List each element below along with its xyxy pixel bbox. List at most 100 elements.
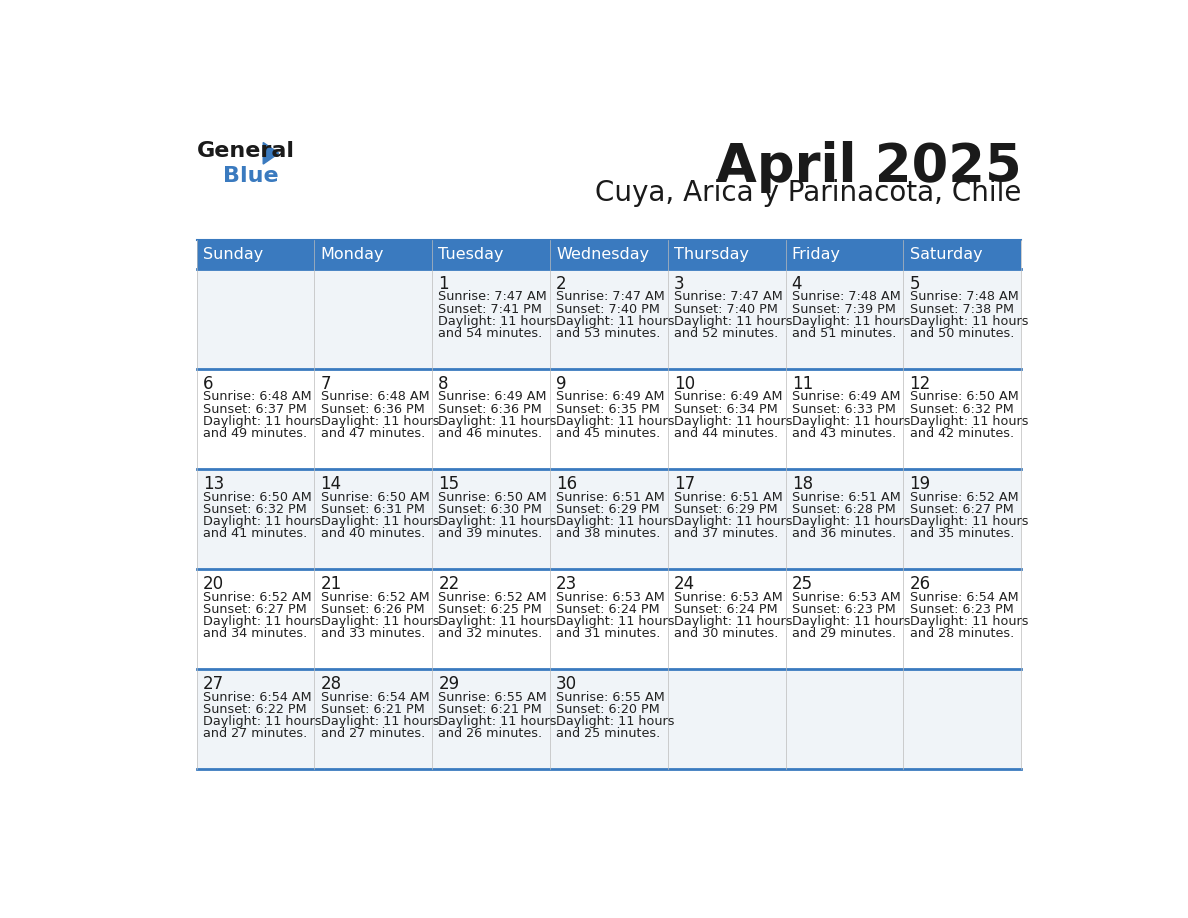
Text: Friday: Friday [791, 247, 841, 262]
Text: Sunset: 6:22 PM: Sunset: 6:22 PM [203, 703, 307, 716]
Text: and 34 minutes.: and 34 minutes. [203, 627, 307, 640]
Text: and 27 minutes.: and 27 minutes. [321, 727, 425, 740]
Text: Daylight: 11 hours: Daylight: 11 hours [438, 315, 557, 328]
Text: Sunset: 6:26 PM: Sunset: 6:26 PM [321, 603, 424, 616]
Text: Sunrise: 6:49 AM: Sunrise: 6:49 AM [438, 390, 546, 403]
Text: Sunday: Sunday [203, 247, 263, 262]
Text: 11: 11 [791, 375, 813, 393]
Text: 30: 30 [556, 676, 577, 693]
Text: 19: 19 [910, 476, 930, 493]
Text: and 32 minutes.: and 32 minutes. [438, 627, 543, 640]
Text: Sunset: 6:24 PM: Sunset: 6:24 PM [674, 603, 778, 616]
Text: and 45 minutes.: and 45 minutes. [556, 427, 661, 440]
Text: 20: 20 [203, 576, 223, 593]
Text: Sunset: 6:37 PM: Sunset: 6:37 PM [203, 403, 307, 416]
Text: Daylight: 11 hours: Daylight: 11 hours [556, 515, 675, 528]
Text: and 46 minutes.: and 46 minutes. [438, 427, 543, 440]
Text: Sunrise: 6:51 AM: Sunrise: 6:51 AM [791, 490, 901, 504]
Text: 12: 12 [910, 375, 931, 393]
Text: Sunset: 6:21 PM: Sunset: 6:21 PM [438, 703, 542, 716]
Text: Sunset: 6:31 PM: Sunset: 6:31 PM [321, 503, 424, 516]
Text: and 43 minutes.: and 43 minutes. [791, 427, 896, 440]
Text: 18: 18 [791, 476, 813, 493]
Text: Sunrise: 6:55 AM: Sunrise: 6:55 AM [556, 690, 665, 704]
Text: Sunset: 6:35 PM: Sunset: 6:35 PM [556, 403, 661, 416]
Text: and 30 minutes.: and 30 minutes. [674, 627, 778, 640]
Text: Sunset: 6:21 PM: Sunset: 6:21 PM [321, 703, 424, 716]
Text: Sunset: 6:29 PM: Sunset: 6:29 PM [674, 503, 778, 516]
Text: Daylight: 11 hours: Daylight: 11 hours [203, 415, 321, 428]
Text: Sunset: 7:38 PM: Sunset: 7:38 PM [910, 303, 1013, 316]
Text: Daylight: 11 hours: Daylight: 11 hours [556, 715, 675, 728]
Text: Daylight: 11 hours: Daylight: 11 hours [203, 515, 321, 528]
Text: Sunrise: 7:48 AM: Sunrise: 7:48 AM [791, 290, 901, 303]
Text: Sunset: 6:25 PM: Sunset: 6:25 PM [438, 603, 542, 616]
Text: Daylight: 11 hours: Daylight: 11 hours [438, 715, 557, 728]
Text: Sunrise: 6:51 AM: Sunrise: 6:51 AM [556, 490, 665, 504]
Text: April 2025: April 2025 [715, 141, 1022, 193]
Text: 1: 1 [438, 274, 449, 293]
Text: Sunset: 6:32 PM: Sunset: 6:32 PM [910, 403, 1013, 416]
Text: Daylight: 11 hours: Daylight: 11 hours [791, 515, 910, 528]
Text: 6: 6 [203, 375, 214, 393]
Text: 26: 26 [910, 576, 930, 593]
Text: Sunrise: 6:49 AM: Sunrise: 6:49 AM [791, 390, 901, 403]
Text: and 33 minutes.: and 33 minutes. [321, 627, 425, 640]
Text: and 49 minutes.: and 49 minutes. [203, 427, 307, 440]
Text: and 28 minutes.: and 28 minutes. [910, 627, 1013, 640]
Text: Daylight: 11 hours: Daylight: 11 hours [556, 615, 675, 628]
Text: and 51 minutes.: and 51 minutes. [791, 327, 896, 340]
Text: and 31 minutes.: and 31 minutes. [556, 627, 661, 640]
Text: Sunset: 6:33 PM: Sunset: 6:33 PM [791, 403, 896, 416]
Text: and 38 minutes.: and 38 minutes. [556, 527, 661, 540]
Text: 14: 14 [321, 476, 342, 493]
Text: and 26 minutes.: and 26 minutes. [438, 727, 543, 740]
Text: Sunset: 6:23 PM: Sunset: 6:23 PM [910, 603, 1013, 616]
Text: Monday: Monday [321, 247, 384, 262]
Text: Blue: Blue [223, 166, 278, 186]
Text: and 29 minutes.: and 29 minutes. [791, 627, 896, 640]
Text: Sunset: 6:23 PM: Sunset: 6:23 PM [791, 603, 896, 616]
Text: Cuya, Arica y Parinacota, Chile: Cuya, Arica y Parinacota, Chile [595, 179, 1022, 207]
Text: and 42 minutes.: and 42 minutes. [910, 427, 1013, 440]
Text: Sunset: 6:36 PM: Sunset: 6:36 PM [438, 403, 542, 416]
Text: Daylight: 11 hours: Daylight: 11 hours [910, 515, 1028, 528]
Text: Sunset: 6:24 PM: Sunset: 6:24 PM [556, 603, 659, 616]
Text: Sunrise: 6:54 AM: Sunrise: 6:54 AM [203, 690, 311, 704]
Text: Sunset: 6:32 PM: Sunset: 6:32 PM [203, 503, 307, 516]
Text: and 25 minutes.: and 25 minutes. [556, 727, 661, 740]
Text: Sunrise: 7:48 AM: Sunrise: 7:48 AM [910, 290, 1018, 303]
Text: 7: 7 [321, 375, 331, 393]
Text: Sunrise: 6:50 AM: Sunrise: 6:50 AM [438, 490, 548, 504]
Text: Sunset: 6:29 PM: Sunset: 6:29 PM [556, 503, 659, 516]
Text: and 50 minutes.: and 50 minutes. [910, 327, 1013, 340]
Text: Daylight: 11 hours: Daylight: 11 hours [791, 315, 910, 328]
Bar [196, 569, 1022, 669]
Text: Daylight: 11 hours: Daylight: 11 hours [203, 615, 321, 628]
Text: Daylight: 11 hours: Daylight: 11 hours [203, 715, 321, 728]
Text: Sunrise: 6:53 AM: Sunrise: 6:53 AM [556, 590, 665, 604]
Text: Daylight: 11 hours: Daylight: 11 hours [321, 615, 440, 628]
Text: and 36 minutes.: and 36 minutes. [791, 527, 896, 540]
Text: and 53 minutes.: and 53 minutes. [556, 327, 661, 340]
Text: Sunrise: 6:50 AM: Sunrise: 6:50 AM [910, 390, 1018, 403]
Text: and 44 minutes.: and 44 minutes. [674, 427, 778, 440]
Text: Sunset: 7:40 PM: Sunset: 7:40 PM [556, 303, 661, 316]
Text: Sunrise: 6:48 AM: Sunrise: 6:48 AM [321, 390, 429, 403]
Text: Sunset: 6:27 PM: Sunset: 6:27 PM [910, 503, 1013, 516]
Text: and 40 minutes.: and 40 minutes. [321, 527, 425, 540]
Text: 2: 2 [556, 274, 567, 293]
Text: Sunrise: 6:51 AM: Sunrise: 6:51 AM [674, 490, 783, 504]
Text: Daylight: 11 hours: Daylight: 11 hours [321, 715, 440, 728]
Text: Sunset: 7:39 PM: Sunset: 7:39 PM [791, 303, 896, 316]
Text: 29: 29 [438, 676, 460, 693]
Text: Sunset: 6:20 PM: Sunset: 6:20 PM [556, 703, 659, 716]
Text: 10: 10 [674, 375, 695, 393]
Text: 21: 21 [321, 576, 342, 593]
Text: Daylight: 11 hours: Daylight: 11 hours [674, 315, 792, 328]
Text: 17: 17 [674, 476, 695, 493]
Text: and 47 minutes.: and 47 minutes. [321, 427, 425, 440]
Text: Sunrise: 7:47 AM: Sunrise: 7:47 AM [674, 290, 783, 303]
Text: Sunrise: 6:52 AM: Sunrise: 6:52 AM [910, 490, 1018, 504]
Text: Daylight: 11 hours: Daylight: 11 hours [674, 615, 792, 628]
